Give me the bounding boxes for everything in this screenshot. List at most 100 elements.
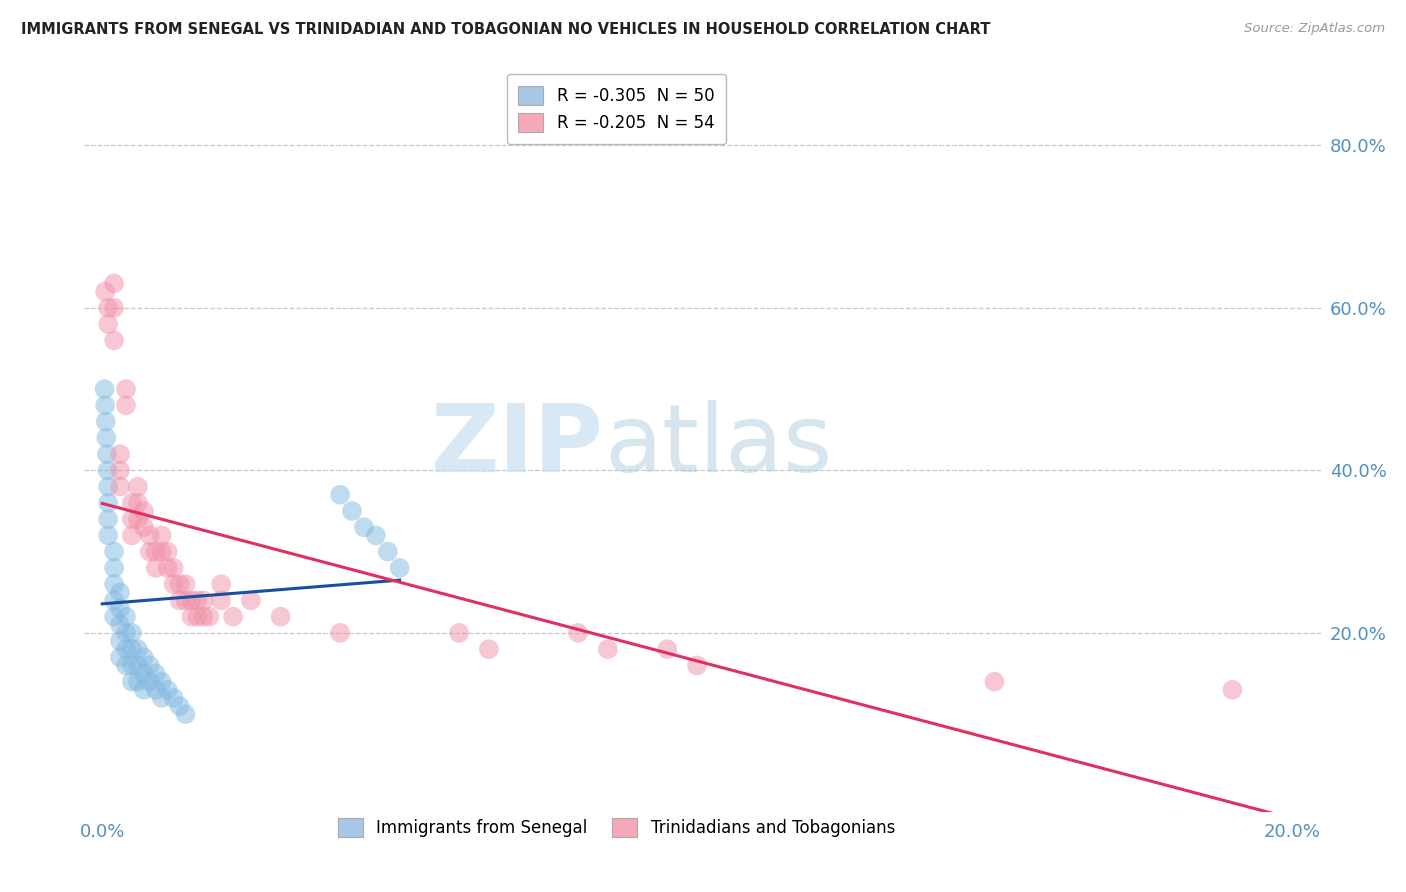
Text: atlas: atlas bbox=[605, 400, 832, 492]
Point bbox=[1222, 682, 1244, 697]
Point bbox=[108, 650, 131, 665]
Point bbox=[150, 690, 173, 705]
Point bbox=[139, 544, 162, 558]
Point bbox=[115, 382, 138, 396]
Point bbox=[127, 480, 149, 494]
Legend: Immigrants from Senegal, Trinidadians and Tobagonians: Immigrants from Senegal, Trinidadians an… bbox=[330, 811, 901, 844]
Point bbox=[169, 593, 191, 607]
Point bbox=[94, 285, 117, 299]
Point bbox=[108, 601, 131, 615]
Point bbox=[103, 544, 125, 558]
Point bbox=[162, 690, 184, 705]
Point bbox=[174, 707, 197, 722]
Point bbox=[121, 674, 143, 689]
Point bbox=[108, 480, 131, 494]
Point bbox=[121, 626, 143, 640]
Point bbox=[103, 277, 125, 291]
Point bbox=[127, 642, 149, 657]
Point bbox=[93, 382, 115, 396]
Point bbox=[139, 658, 162, 673]
Point bbox=[103, 577, 125, 591]
Point bbox=[94, 398, 117, 412]
Point bbox=[132, 682, 155, 697]
Point bbox=[121, 642, 143, 657]
Point bbox=[145, 682, 167, 697]
Point bbox=[186, 609, 208, 624]
Point bbox=[103, 334, 125, 348]
Point bbox=[127, 512, 149, 526]
Point bbox=[596, 642, 619, 657]
Point bbox=[108, 617, 131, 632]
Text: Source: ZipAtlas.com: Source: ZipAtlas.com bbox=[1244, 22, 1385, 36]
Point bbox=[145, 666, 167, 681]
Point bbox=[103, 609, 125, 624]
Point bbox=[132, 520, 155, 534]
Point bbox=[121, 528, 143, 542]
Point bbox=[108, 447, 131, 461]
Point bbox=[364, 528, 387, 542]
Point bbox=[96, 447, 118, 461]
Point bbox=[97, 317, 120, 331]
Point bbox=[340, 504, 363, 518]
Point bbox=[270, 609, 292, 624]
Point bbox=[150, 674, 173, 689]
Point bbox=[108, 634, 131, 648]
Point bbox=[193, 593, 215, 607]
Point bbox=[115, 626, 138, 640]
Point bbox=[222, 609, 245, 624]
Point bbox=[145, 544, 167, 558]
Point bbox=[150, 528, 173, 542]
Point bbox=[169, 577, 191, 591]
Point bbox=[139, 528, 162, 542]
Point bbox=[97, 301, 120, 315]
Point bbox=[132, 666, 155, 681]
Point bbox=[96, 463, 118, 477]
Point bbox=[115, 609, 138, 624]
Point bbox=[180, 593, 202, 607]
Point bbox=[97, 480, 120, 494]
Point bbox=[97, 496, 120, 510]
Point bbox=[132, 504, 155, 518]
Point bbox=[121, 496, 143, 510]
Point bbox=[198, 609, 221, 624]
Point bbox=[567, 626, 589, 640]
Point bbox=[127, 658, 149, 673]
Point bbox=[103, 301, 125, 315]
Text: ZIP: ZIP bbox=[432, 400, 605, 492]
Point bbox=[96, 431, 118, 445]
Point bbox=[97, 528, 120, 542]
Point bbox=[145, 561, 167, 575]
Point bbox=[108, 463, 131, 477]
Point bbox=[353, 520, 375, 534]
Point bbox=[329, 626, 352, 640]
Point bbox=[209, 593, 232, 607]
Point bbox=[657, 642, 679, 657]
Point bbox=[103, 561, 125, 575]
Point bbox=[174, 577, 197, 591]
Point bbox=[121, 658, 143, 673]
Point bbox=[983, 674, 1005, 689]
Point bbox=[150, 544, 173, 558]
Point bbox=[115, 642, 138, 657]
Point bbox=[127, 496, 149, 510]
Point bbox=[156, 544, 179, 558]
Point bbox=[156, 682, 179, 697]
Point bbox=[169, 699, 191, 714]
Point bbox=[97, 512, 120, 526]
Point bbox=[186, 593, 208, 607]
Point bbox=[162, 577, 184, 591]
Point bbox=[377, 544, 399, 558]
Point bbox=[388, 561, 411, 575]
Text: IMMIGRANTS FROM SENEGAL VS TRINIDADIAN AND TOBAGONIAN NO VEHICLES IN HOUSEHOLD C: IMMIGRANTS FROM SENEGAL VS TRINIDADIAN A… bbox=[21, 22, 990, 37]
Point bbox=[108, 585, 131, 599]
Point bbox=[180, 609, 202, 624]
Point bbox=[193, 609, 215, 624]
Point bbox=[478, 642, 501, 657]
Point bbox=[686, 658, 709, 673]
Point bbox=[94, 415, 117, 429]
Point bbox=[209, 577, 232, 591]
Point bbox=[127, 674, 149, 689]
Point bbox=[156, 561, 179, 575]
Point bbox=[103, 593, 125, 607]
Point bbox=[132, 650, 155, 665]
